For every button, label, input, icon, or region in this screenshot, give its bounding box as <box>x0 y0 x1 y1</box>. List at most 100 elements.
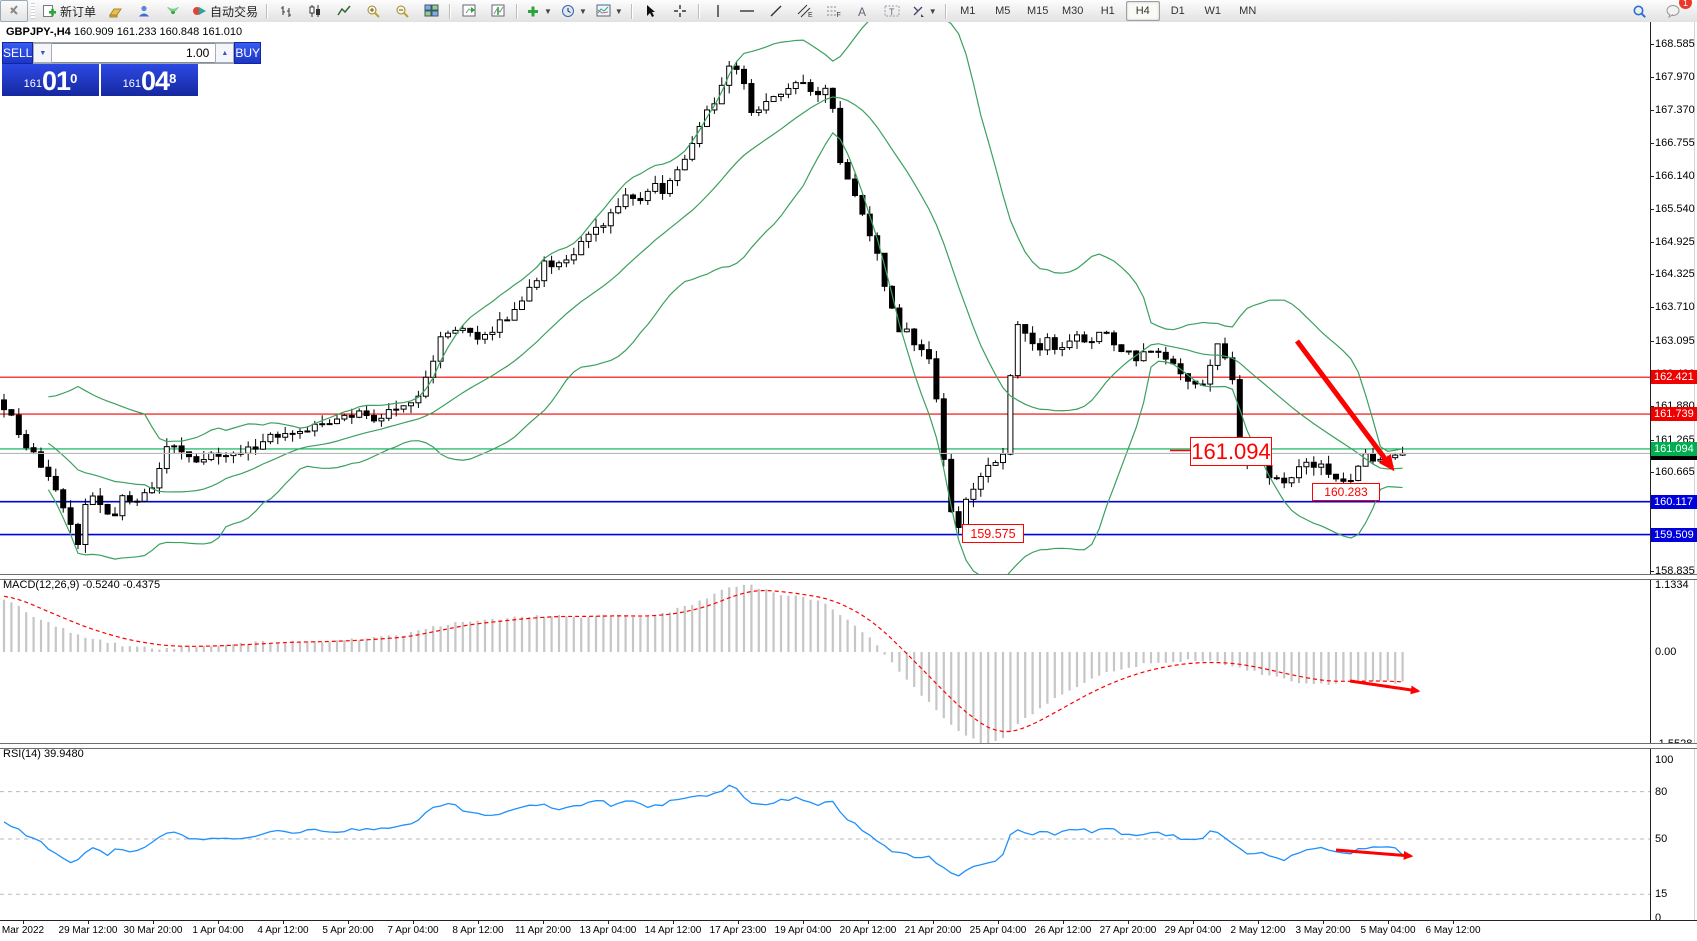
timeframe-h1[interactable]: H1 <box>1100 5 1115 17</box>
time-tick-mark <box>608 921 609 924</box>
autotrading-label: 自动交易 <box>210 4 259 19</box>
timeframe-mn[interactable]: MN <box>1239 5 1257 17</box>
time-tick-mark <box>153 921 154 924</box>
cut-edge-icon <box>0 0 28 22</box>
time-tick-mark <box>1388 921 1389 924</box>
rsi-axis-label: 50 <box>1655 833 1668 845</box>
arrange-chart-icon <box>462 4 476 17</box>
ask-price[interactable]: 161 04 8 <box>101 64 198 96</box>
toolbar-separator <box>944 3 947 19</box>
ask-pip-digit: 8 <box>169 71 177 86</box>
zoom-out-icon <box>396 5 409 18</box>
red-arrow[interactable] <box>1335 848 1414 860</box>
market-watch-button[interactable] <box>101 0 129 22</box>
time-tick-mark <box>283 921 284 924</box>
notifications-button[interactable]: 1 <box>1659 0 1692 22</box>
rsi-axis-label: 100 <box>1655 754 1674 766</box>
timeframe-m1[interactable]: M1 <box>960 5 976 17</box>
candle-chart-button[interactable] <box>301 0 329 22</box>
bid-price[interactable]: 161 01 0 <box>2 64 99 96</box>
autotrading-button[interactable]: 自动交易 <box>188 0 262 22</box>
price-tick-mark <box>1650 439 1654 441</box>
buy-button[interactable]: BUY <box>234 42 262 64</box>
time-tick: 5 Apr 20:00 <box>322 925 374 936</box>
time-tick: 13 Apr 04:00 <box>579 925 637 936</box>
vertical-line-icon <box>717 5 719 17</box>
arrows-dropdown[interactable]: ▼ <box>907 0 941 22</box>
bid-big-digits: 01 <box>42 66 71 96</box>
timeframe-w1[interactable]: W1 <box>1204 5 1221 17</box>
hline-tool-button[interactable] <box>733 0 761 22</box>
time-tick-mark <box>543 921 544 924</box>
panel-splitter[interactable] <box>0 743 1697 749</box>
label-tool-button[interactable]: T <box>878 0 906 22</box>
channel-tool-button[interactable]: E <box>791 0 819 22</box>
red-arrow[interactable] <box>1349 679 1421 695</box>
rsi-axis-label: 80 <box>1655 785 1668 798</box>
price-tick: 163.710 <box>1655 301 1695 314</box>
cursor-tool-button[interactable] <box>637 0 665 22</box>
indicators-dropdown[interactable]: ▼ <box>522 0 556 22</box>
dropdown-arrow-icon: ▼ <box>928 6 937 16</box>
time-tick: 14 Apr 12:00 <box>644 925 702 936</box>
time-tick: 11 Apr 20:00 <box>515 925 571 936</box>
vline-tool-button[interactable] <box>704 0 732 22</box>
timeframe-h4[interactable]: H4 <box>1125 1 1160 21</box>
tile-windows-button[interactable] <box>417 0 445 22</box>
rsi-panel[interactable] <box>0 747 1650 920</box>
price-annotation-label[interactable]: 160.283 <box>1312 483 1380 501</box>
text-tool-button[interactable]: A <box>849 0 877 22</box>
fibonacci-tool-button[interactable]: F <box>820 0 848 22</box>
price-chart-panel[interactable] <box>0 22 1650 574</box>
price-tick-mark <box>1650 406 1654 408</box>
volume-decrease-button[interactable]: ▼ <box>33 43 53 63</box>
price-annotation-label[interactable]: 161.094 <box>1190 437 1272 466</box>
price-tick-mark <box>1650 142 1654 144</box>
sell-button[interactable]: SELL <box>2 42 34 64</box>
template-icon <box>596 4 611 17</box>
signals-button[interactable] <box>159 0 187 22</box>
time-tick: 21 Apr 20:00 <box>904 925 962 936</box>
time-axis[interactable]: Mar 2022 29 Mar 12:00 30 Mar 20:00 1 Apr 04… <box>0 920 1697 941</box>
zoom-in-button[interactable] <box>359 0 387 22</box>
dropdown-arrow-icon: ▼ <box>578 6 587 16</box>
periods-dropdown[interactable]: ▼ <box>557 0 591 22</box>
price-tick: 166.140 <box>1655 170 1695 183</box>
templates-dropdown[interactable]: ▼ <box>592 0 627 22</box>
price-tick-mark <box>1650 176 1654 178</box>
search-button[interactable] <box>1625 0 1653 22</box>
macd-panel[interactable] <box>0 578 1650 743</box>
time-tick-mark <box>23 921 24 924</box>
price-tick-mark <box>1650 570 1654 572</box>
volume-input[interactable] <box>52 43 216 63</box>
time-tick: 3 May 20:00 <box>1295 925 1351 936</box>
timeframe-m15[interactable]: M15 <box>1027 5 1049 17</box>
price-tick: 160.665 <box>1655 466 1695 479</box>
price-annotation-label[interactable]: 159.575 <box>962 524 1024 543</box>
time-tick-mark <box>803 921 804 924</box>
trendline-tool-button[interactable] <box>762 0 790 22</box>
crosshair-tool-button[interactable] <box>666 0 694 22</box>
community-button[interactable] <box>130 0 158 22</box>
timeframe-d1[interactable]: D1 <box>1170 5 1185 17</box>
line-chart-button[interactable] <box>330 0 358 22</box>
bar-chart-button[interactable] <box>272 0 300 22</box>
price-tick: 164.325 <box>1655 268 1695 281</box>
red-arrow[interactable] <box>1294 339 1395 472</box>
chart-shift-button[interactable] <box>484 0 512 22</box>
new-order-button[interactable]: 新订单 <box>38 0 100 22</box>
price-tick-mark <box>1650 274 1654 276</box>
timeframe-m5[interactable]: M5 <box>995 5 1011 17</box>
svg-text:F: F <box>836 12 840 18</box>
gold-bar-icon <box>108 8 122 17</box>
chart-ohlc-values: 160.909 161.233 160.848 161.010 <box>73 26 243 38</box>
volume-increase-button[interactable]: ▲ <box>215 43 235 63</box>
time-tick: 19 Apr 04:00 <box>774 925 832 936</box>
time-tick-mark <box>1453 921 1454 924</box>
zoom-out-button[interactable] <box>388 0 416 22</box>
auto-arrange-button[interactable] <box>455 0 483 22</box>
timeframe-m30[interactable]: M30 <box>1062 5 1084 17</box>
panel-splitter[interactable] <box>0 574 1697 580</box>
time-tick: 29 Mar 12:00 <box>58 925 118 936</box>
chart-symbol-period: GBPJPY-,H4 <box>6 26 71 38</box>
